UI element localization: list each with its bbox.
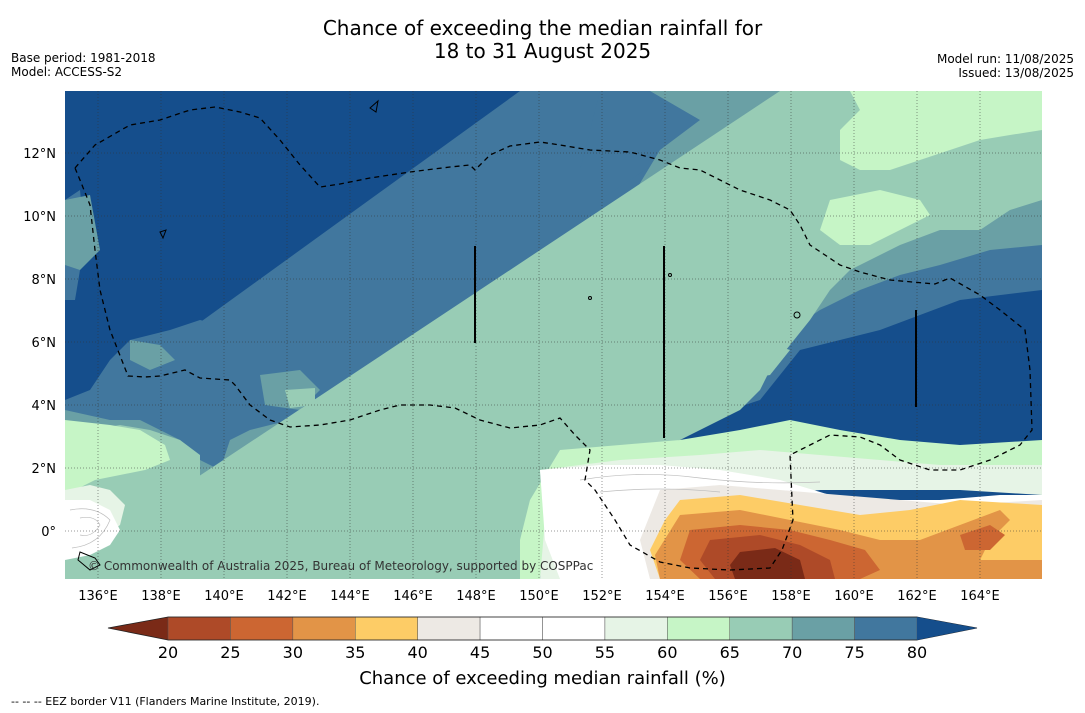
colorbar-tick-label: 30	[282, 643, 304, 662]
eez-legend: -- -- -- EEZ border V11 (Flanders Marine…	[11, 695, 320, 708]
y-tick-label: 2°N	[32, 462, 57, 477]
y-tick-label: 6°N	[32, 336, 57, 351]
x-tick-label: 154°E	[645, 589, 685, 604]
x-tick-label: 136°E	[78, 589, 118, 604]
colorbar-cell	[479, 616, 543, 641]
colorbar-title: Chance of exceeding median rainfall (%)	[359, 668, 726, 689]
issued-date: Issued: 13/08/2025	[958, 66, 1074, 80]
colorbar-tick-label: 70	[781, 643, 803, 662]
colorbar-cell	[355, 616, 418, 641]
x-tick-label: 158°E	[771, 589, 811, 604]
model-run: Model run: 11/08/2025	[936, 52, 1074, 66]
colorbar-cell	[854, 616, 918, 641]
x-tick-label: 160°E	[834, 589, 874, 604]
y-tick-label: 10°N	[23, 210, 56, 225]
map-title-line1: Chance of exceeding the median rainfall …	[322, 16, 763, 40]
map-title-line2: 18 to 31 August 2025	[433, 39, 652, 63]
x-tick-label: 164°E	[960, 589, 1000, 604]
x-tick-label: 144°E	[330, 589, 370, 604]
colorbar-high-extension	[917, 617, 977, 640]
run-info: Model run: 11/08/2025 Issued: 13/08/2025	[937, 52, 1074, 80]
y-tick-label: 12°N	[23, 147, 56, 162]
x-tick-label: 142°E	[267, 589, 307, 604]
contour-lines	[69, 474, 821, 549]
islands	[77, 99, 801, 571]
colorbar-tick-label: 25	[220, 643, 241, 662]
colorbar-cell	[167, 616, 231, 641]
colorbar-cells	[107, 616, 978, 641]
colorbar-cell	[667, 616, 730, 641]
colorbar-cell	[292, 616, 356, 641]
y-tick-label: 0°	[41, 525, 56, 540]
y-axis-labels: 12°N 10°N 8°N 6°N 4°N 2°N 0°	[23, 147, 56, 540]
x-tick-label: 152°E	[582, 589, 622, 604]
colorbar-cell	[729, 616, 793, 641]
x-tick-label: 146°E	[393, 589, 433, 604]
y-tick-label: 4°N	[32, 399, 57, 414]
colorbar-low-extension	[108, 617, 168, 640]
x-tick-label: 162°E	[897, 589, 937, 604]
colorbar-cell	[230, 616, 294, 641]
colorbar-cell	[791, 616, 855, 641]
model-name: Model: ACCESS-S2	[11, 65, 123, 79]
x-tick-label: 140°E	[204, 589, 244, 604]
colorbar-tick-label: 55	[594, 643, 616, 662]
colorbar-cell	[417, 616, 481, 641]
colorbar-tick-label: 40	[407, 643, 428, 662]
colorbar	[107, 616, 978, 641]
colorbar-tick-label: 60	[657, 643, 678, 662]
base-info: Base period: 1981-2018 Model: ACCESS-S2	[11, 51, 156, 79]
colorbar-tick-label: 50	[532, 643, 553, 662]
colorbar-tick-label: 35	[345, 643, 366, 662]
base-period: Base period: 1981-2018	[11, 51, 156, 65]
x-tick-label: 138°E	[141, 589, 181, 604]
map-fill: © Commonwealth of Australia 2025, Bureau…	[65, 91, 1042, 579]
x-axis-labels: 136°E 138°E 140°E 142°E 144°E 146°E 148°…	[78, 589, 1000, 604]
x-tick-label: 150°E	[519, 589, 559, 604]
x-tick-label: 148°E	[456, 589, 496, 604]
colorbar-cell	[542, 616, 606, 641]
colorbar-tick-label: 20	[157, 643, 179, 662]
boundary-lines	[474, 246, 917, 438]
copyright-text: © Commonwealth of Australia 2025, Bureau…	[88, 559, 593, 573]
x-tick-label: 156°E	[708, 589, 748, 604]
colorbar-tick-label: 75	[844, 643, 865, 662]
colorbar-cell	[604, 616, 668, 641]
y-tick-label: 8°N	[32, 273, 57, 288]
colorbar-tick-label: 80	[906, 643, 928, 662]
colorbar-tick-label: 45	[469, 643, 491, 662]
colorbar-tick-label: 65	[719, 643, 740, 662]
